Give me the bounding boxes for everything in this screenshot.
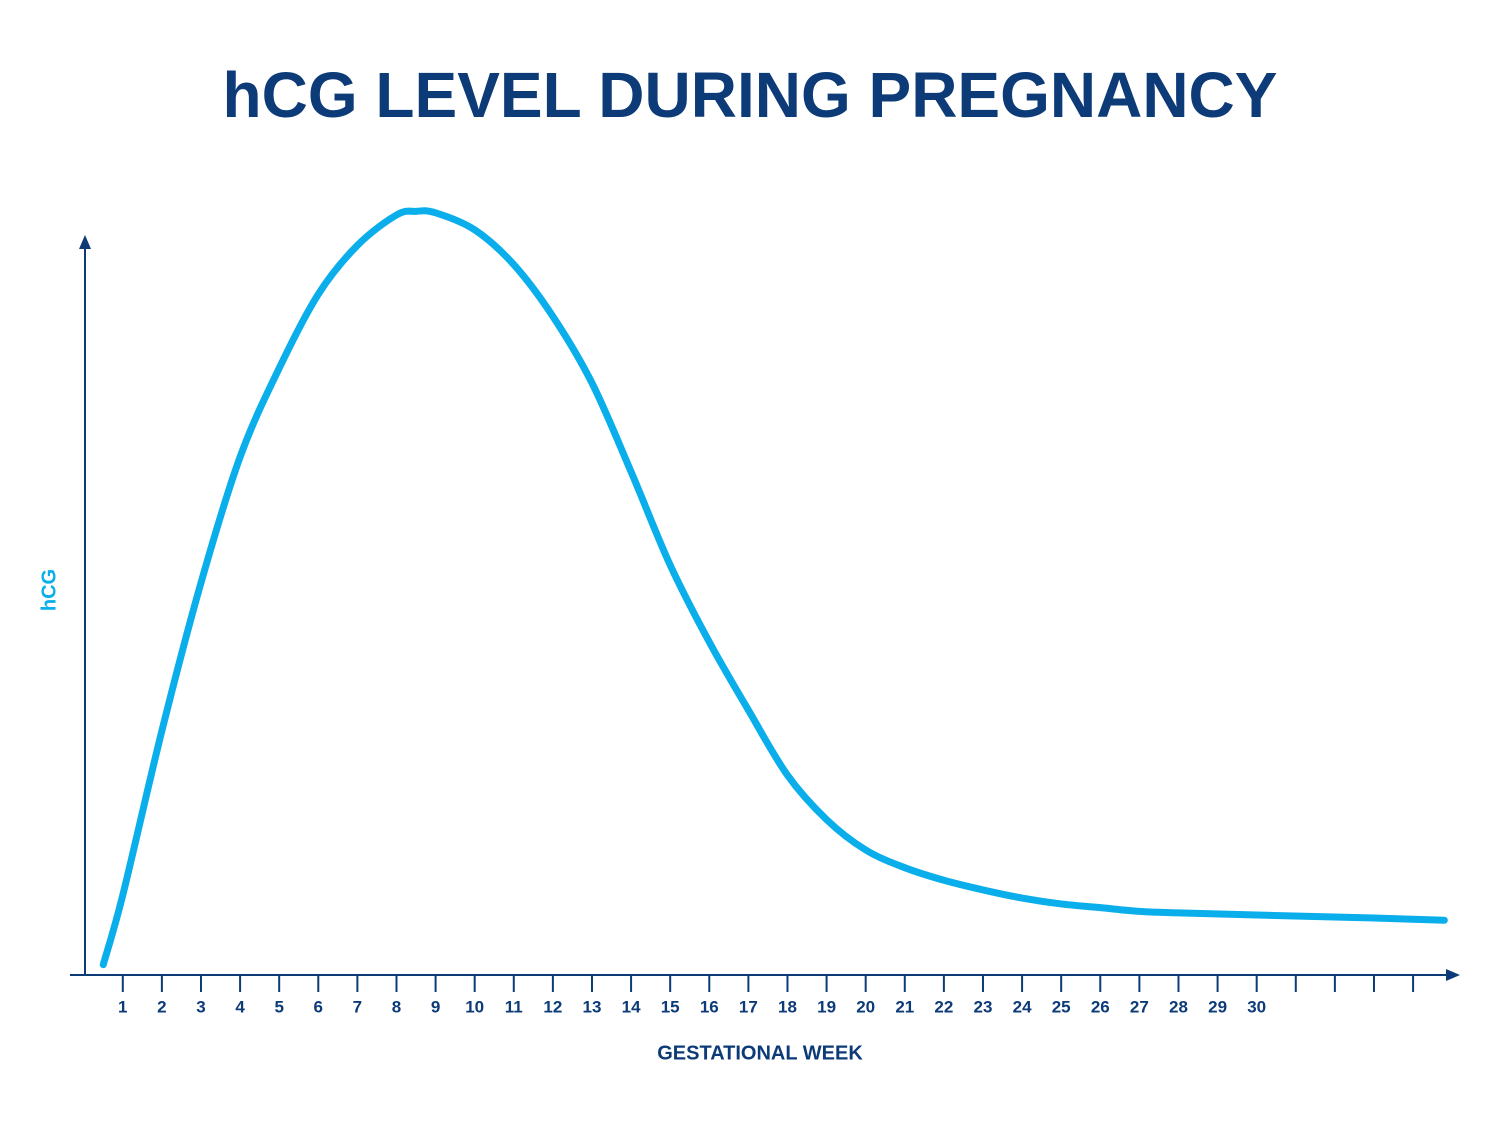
x-tick-label: 4 bbox=[235, 997, 245, 1016]
x-tick-label: 19 bbox=[817, 997, 836, 1016]
x-tick-label: 16 bbox=[700, 997, 719, 1016]
x-tick-label: 26 bbox=[1091, 997, 1110, 1016]
x-tick-label: 2 bbox=[157, 997, 166, 1016]
x-axis-arrow bbox=[1446, 969, 1460, 981]
x-tick-label: 17 bbox=[739, 997, 758, 1016]
x-tick-label: 25 bbox=[1052, 997, 1071, 1016]
x-tick-label: 23 bbox=[974, 997, 993, 1016]
chart-title: hCG LEVEL DURING PREGNANCY bbox=[223, 59, 1278, 131]
y-axis-label: hCG bbox=[38, 569, 60, 611]
x-tick-label: 8 bbox=[392, 997, 401, 1016]
x-tick-label: 11 bbox=[505, 997, 523, 1016]
x-tick-label: 15 bbox=[661, 997, 680, 1016]
x-axis-label: GESTATIONAL WEEK bbox=[657, 1042, 863, 1064]
x-tick-label: 13 bbox=[583, 997, 602, 1016]
x-tick-label: 21 bbox=[895, 997, 914, 1016]
x-tick-label: 12 bbox=[543, 997, 562, 1016]
x-tick-label: 20 bbox=[856, 997, 875, 1016]
x-tick-label: 22 bbox=[934, 997, 953, 1016]
x-tick-label: 10 bbox=[465, 997, 484, 1016]
x-tick-label: 27 bbox=[1130, 997, 1149, 1016]
y-axis-arrow bbox=[79, 235, 91, 249]
x-tick-label: 6 bbox=[314, 997, 323, 1016]
x-tick-label: 29 bbox=[1208, 997, 1227, 1016]
x-tick-label: 14 bbox=[622, 997, 641, 1016]
x-tick-label: 28 bbox=[1169, 997, 1188, 1016]
x-tick-label: 3 bbox=[196, 997, 205, 1016]
x-tick-label: 9 bbox=[431, 997, 440, 1016]
x-tick-label: 24 bbox=[1013, 997, 1032, 1016]
x-tick-label: 18 bbox=[778, 997, 797, 1016]
x-tick-label: 5 bbox=[274, 997, 283, 1016]
x-tick-label: 30 bbox=[1247, 997, 1266, 1016]
x-tick-label: 1 bbox=[118, 997, 127, 1016]
line bbox=[99, 207, 1448, 969]
x-tick-label: 7 bbox=[353, 997, 362, 1016]
